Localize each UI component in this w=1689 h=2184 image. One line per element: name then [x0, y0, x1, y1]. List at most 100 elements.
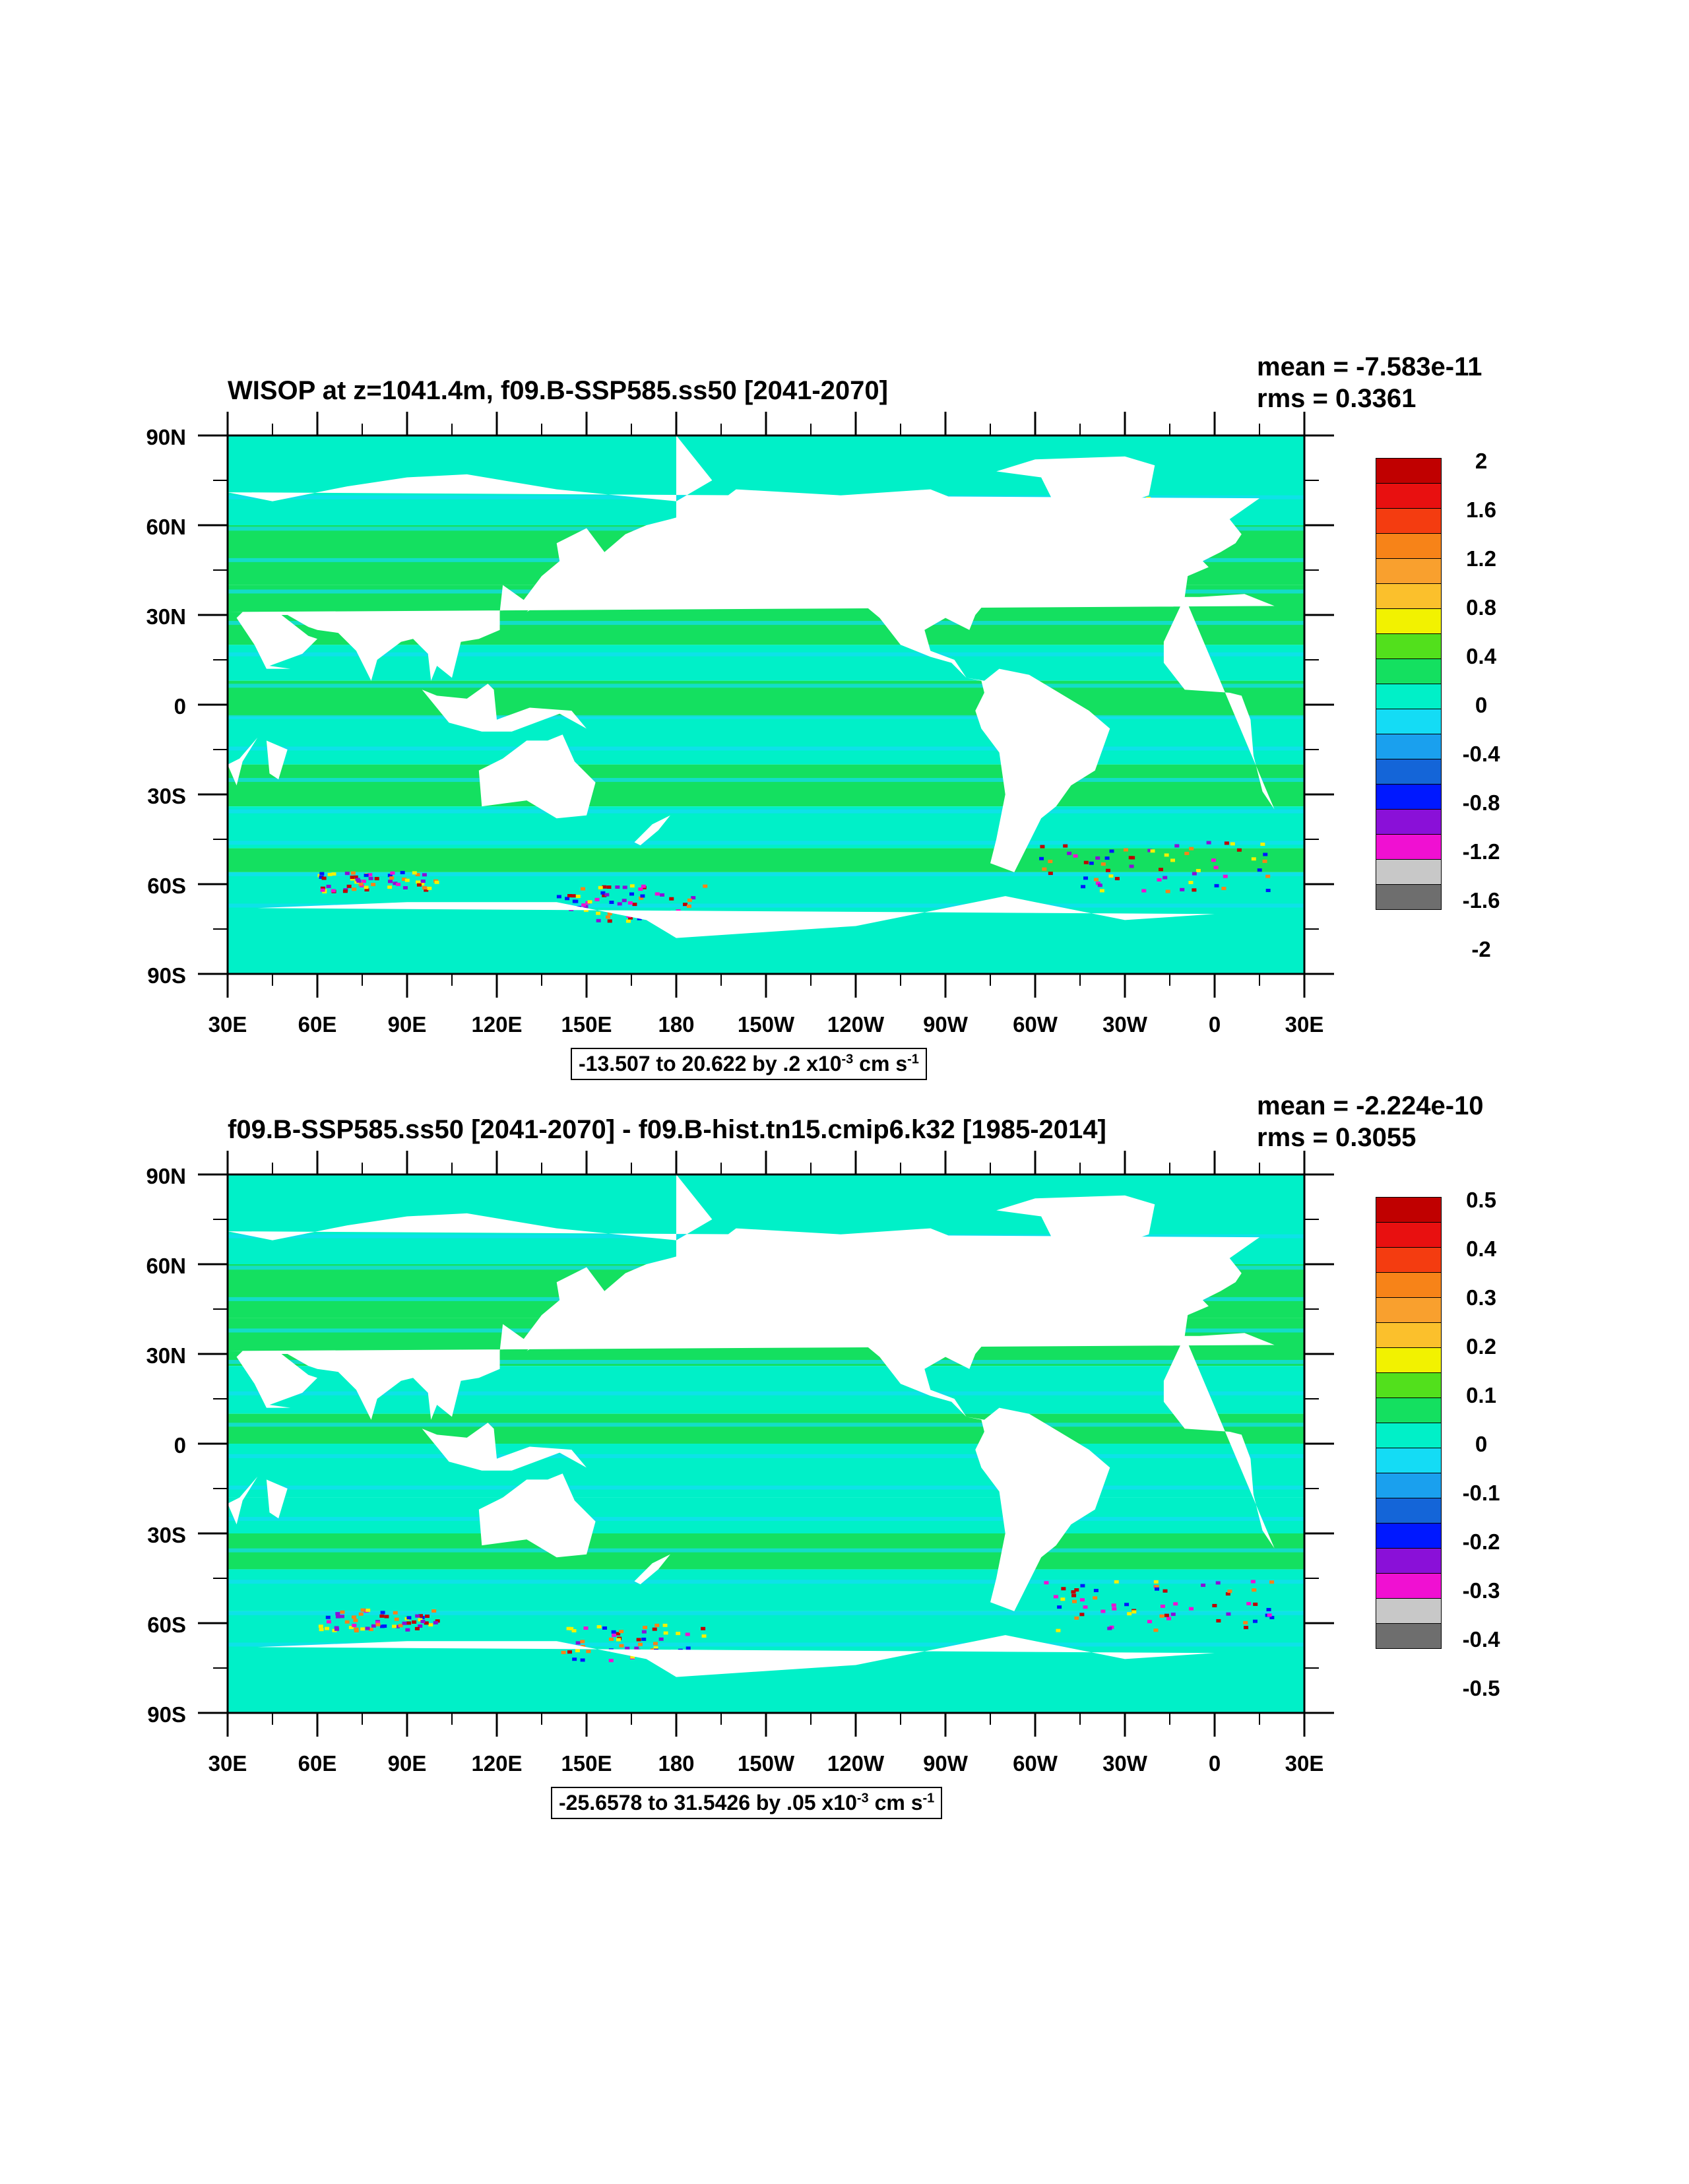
- anomaly-speck: [1106, 868, 1111, 872]
- anomaly-speck: [685, 1632, 690, 1636]
- ocean-band: [228, 848, 1304, 872]
- anomaly-speck: [607, 912, 612, 916]
- anomaly-speck: [1094, 878, 1099, 882]
- anomaly-speck: [360, 1627, 366, 1631]
- anomaly-speck: [1195, 868, 1201, 872]
- anomaly-speck: [1225, 1592, 1230, 1596]
- colorbar-swatch: [1376, 1372, 1442, 1398]
- australia-land: [478, 1473, 596, 1558]
- anomaly-speck: [669, 897, 674, 901]
- anomaly-speck: [1221, 887, 1227, 891]
- ocean-streak: [228, 684, 1304, 688]
- ocean-streak: [228, 1391, 1304, 1396]
- anomaly-speck: [606, 885, 612, 889]
- anomaly-speck: [686, 904, 691, 908]
- ocean-streak: [228, 621, 1304, 626]
- anomaly-speck: [569, 1626, 574, 1630]
- anomaly-speck: [652, 1627, 657, 1631]
- lon-label: 30E: [1285, 1751, 1324, 1776]
- anomaly-speck: [319, 1628, 324, 1632]
- anomaly-speck: [627, 901, 633, 905]
- colorbar-swatch: [1376, 1448, 1442, 1473]
- colorbar-swatch: [1376, 1523, 1442, 1549]
- anomaly-speck: [1214, 883, 1219, 887]
- map-panel-1: WISOP at z=1041.4m, f09.B-SSP585.ss50 [2…: [0, 330, 1689, 1080]
- anomaly-speck: [340, 1610, 345, 1614]
- anomaly-speck: [1079, 1613, 1085, 1617]
- colorbar-swatch: [1376, 734, 1442, 759]
- colorbar-swatch: [1376, 684, 1442, 709]
- anomaly-speck: [1131, 1610, 1137, 1614]
- anomaly-speck: [1100, 862, 1106, 866]
- anomaly-speck: [350, 876, 355, 880]
- anomaly-speck: [619, 1630, 624, 1634]
- anomaly-speck: [358, 1612, 364, 1616]
- rms-value: rms = 0.3361: [1257, 384, 1417, 413]
- anomaly-speck: [342, 889, 348, 893]
- colorbar-label: -0.2: [1462, 1529, 1500, 1554]
- anomaly-speck: [586, 1650, 591, 1654]
- anomaly-speck: [1265, 889, 1271, 893]
- anomaly-speck: [1141, 889, 1147, 893]
- anomaly-speck: [354, 1629, 359, 1633]
- contour-range-box: -25.6578 to 31.5426 by .05 x10-3 cm s-1: [551, 1787, 943, 1819]
- anomaly-speck: [1163, 876, 1168, 880]
- anomaly-speck: [1042, 867, 1047, 871]
- anomaly-speck: [1215, 1581, 1221, 1585]
- colorbar-label: 0.8: [1466, 595, 1496, 620]
- colorbar-swatch: [1376, 1297, 1442, 1323]
- anomaly-speck: [1127, 1612, 1132, 1616]
- anomaly-speck: [701, 1634, 707, 1638]
- ocean-streak: [228, 1485, 1304, 1490]
- anomaly-speck: [605, 915, 610, 919]
- anomaly-speck: [1189, 847, 1194, 851]
- anomaly-speck: [418, 1614, 424, 1618]
- colorbar: [1376, 1197, 1442, 1649]
- colorbar-swatch: [1376, 884, 1442, 910]
- colorbar-swatch: [1376, 809, 1442, 835]
- anomaly-speck: [318, 1624, 323, 1628]
- newzealand-land: [634, 815, 670, 846]
- americas-land: [712, 489, 1110, 872]
- lat-label: 60S: [147, 874, 186, 898]
- anomaly-speck: [1257, 868, 1262, 872]
- anomaly-speck: [1159, 1614, 1164, 1618]
- anomaly-speck: [420, 882, 425, 886]
- contour-range-box: -13.507 to 20.622 by .2 x10-3 cm s-1: [571, 1048, 927, 1080]
- anomaly-speck: [596, 1624, 602, 1628]
- ocean-streak: [228, 1360, 1304, 1365]
- anomaly-speck: [676, 1632, 681, 1636]
- colorbar-label: 0.3: [1466, 1285, 1496, 1310]
- colorbar-label: 0: [1475, 693, 1488, 717]
- anomaly-speck: [361, 880, 366, 883]
- anomaly-speck: [1095, 856, 1100, 860]
- anomaly-speck: [339, 1615, 344, 1619]
- japan-land: [526, 1315, 563, 1351]
- colorbar-swatch: [1376, 1623, 1442, 1649]
- anomaly-speck: [412, 871, 417, 875]
- anomaly-speck: [1165, 889, 1170, 893]
- anomaly-speck: [326, 884, 331, 888]
- ocean-streak: [228, 809, 1304, 814]
- uk-land: [1184, 1270, 1218, 1295]
- anomaly-speck: [352, 1615, 357, 1619]
- anomaly-speck: [396, 882, 401, 886]
- map-axes: [198, 1151, 1334, 1737]
- anomaly-speck: [621, 899, 627, 903]
- anomaly-speck: [630, 1655, 635, 1659]
- lon-label: 180: [658, 1751, 695, 1776]
- colorbar-label: -0.4: [1462, 1627, 1500, 1652]
- anomaly-speck: [344, 872, 350, 876]
- anomaly-speck: [685, 1646, 691, 1650]
- anomaly-speck: [350, 877, 355, 881]
- anomaly-speck: [703, 884, 708, 888]
- anomaly-speck: [371, 883, 376, 887]
- anomaly-speck: [350, 871, 356, 875]
- anomaly-speck: [1048, 860, 1053, 864]
- anomaly-speck: [1061, 1587, 1066, 1591]
- anomaly-speck: [348, 1626, 354, 1630]
- anomaly-speck: [594, 897, 600, 901]
- anomaly-speck: [1081, 885, 1086, 889]
- lon-label: 150E: [561, 1012, 612, 1037]
- anomaly-speck: [1153, 1628, 1159, 1632]
